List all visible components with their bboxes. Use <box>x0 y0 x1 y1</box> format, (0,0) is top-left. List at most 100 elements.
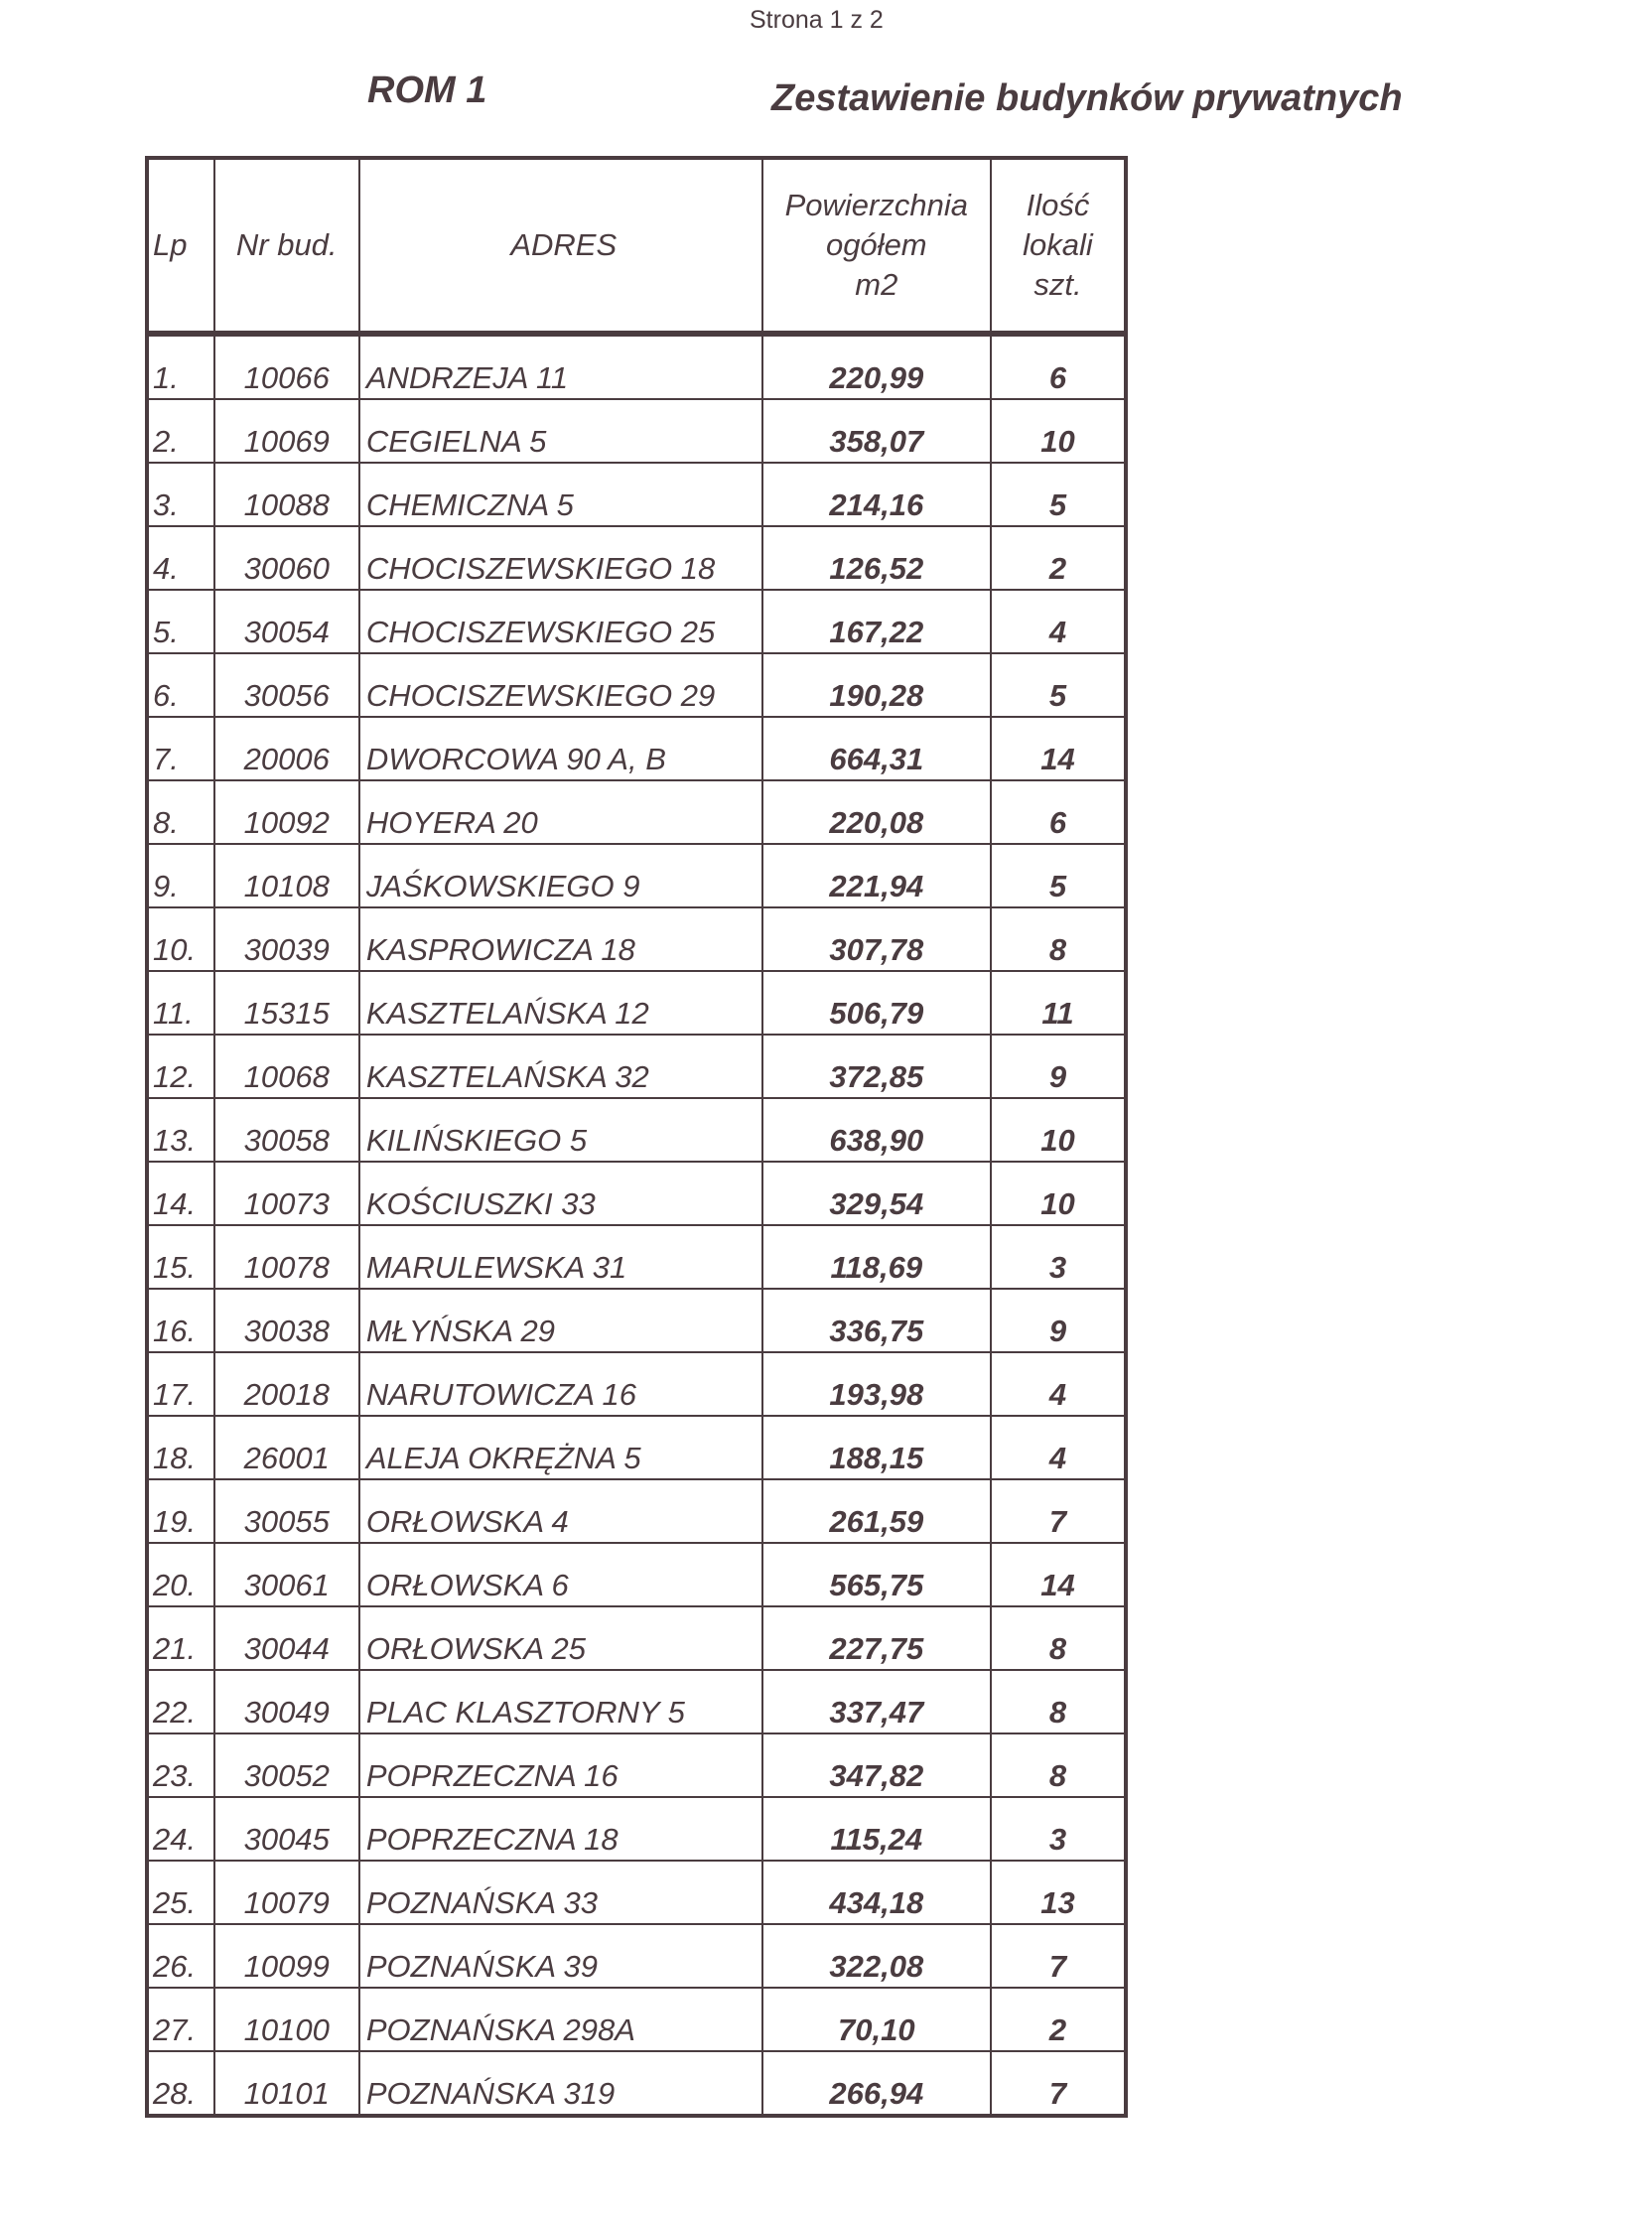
cell-address: DWORCOWA 90 A, B <box>357 716 763 781</box>
cell-area: 307,78 <box>760 906 993 972</box>
table-row: 19. 30055 ORŁOWSKA 4 261,59 7 <box>146 1478 1127 1544</box>
cell-area: 434,18 <box>760 1860 993 1925</box>
cell-address: NARUTOWICZA 16 <box>357 1351 763 1417</box>
table-row: 13. 30058 KILIŃSKIEGO 5 638,90 10 <box>146 1097 1127 1163</box>
cell-address: JAŚKOWSKIEGO 9 <box>357 843 763 908</box>
cell-lp: 24. <box>146 1796 215 1862</box>
cell-nr: 20006 <box>212 716 360 781</box>
table-row: 24. 30045 POPRZECZNA 18 115,24 3 <box>146 1796 1127 1862</box>
cell-count: 2 <box>990 525 1127 591</box>
cell-area: 329,54 <box>760 1161 993 1226</box>
cell-lp: 16. <box>146 1288 215 1353</box>
cell-area: 221,94 <box>760 843 993 908</box>
cell-address: CHEMICZNA 5 <box>357 462 763 527</box>
cell-area: 193,98 <box>760 1351 993 1417</box>
header-count-line3: szt. <box>1033 267 1082 302</box>
cell-nr: 10101 <box>212 2050 360 2117</box>
cell-lp: 23. <box>146 1732 215 1798</box>
cell-address: POZNAŃSKA 39 <box>357 1923 763 1989</box>
cell-address: ORŁOWSKA 25 <box>357 1605 763 1671</box>
cell-area: 358,07 <box>760 398 993 464</box>
cell-nr: 30060 <box>212 525 360 591</box>
table-row: 12. 10068 KASZTELAŃSKA 32 372,85 9 <box>146 1034 1127 1099</box>
table-row: 15. 10078 MARULEWSKA 31 118,69 3 <box>146 1224 1127 1290</box>
cell-nr: 26001 <box>212 1415 360 1480</box>
cell-lp: 7. <box>146 716 215 781</box>
cell-nr: 10092 <box>212 779 360 845</box>
cell-address: POPRZECZNA 18 <box>357 1796 763 1862</box>
cell-address: HOYERA 20 <box>357 779 763 845</box>
cell-area: 70,10 <box>760 1987 993 2052</box>
cell-lp: 11. <box>146 970 215 1036</box>
cell-address: KASZTELAŃSKA 32 <box>357 1034 763 1099</box>
cell-nr: 30054 <box>212 589 360 654</box>
cell-count: 4 <box>990 1351 1127 1417</box>
cell-area: 372,85 <box>760 1034 993 1099</box>
header-nr: Nr bud. <box>212 157 360 335</box>
cell-lp: 6. <box>146 652 215 718</box>
cell-area: 638,90 <box>760 1097 993 1163</box>
table-row: 1. 10066 ANDRZEJA 11 220,99 6 <box>146 333 1127 400</box>
cell-nr: 10088 <box>212 462 360 527</box>
table-row: 23. 30052 POPRZECZNA 16 347,82 8 <box>146 1732 1127 1798</box>
cell-area: 506,79 <box>760 970 993 1036</box>
cell-lp: 28. <box>146 2050 215 2117</box>
cell-count: 7 <box>990 1478 1127 1544</box>
cell-nr: 30044 <box>212 1605 360 1671</box>
cell-area: 126,52 <box>760 525 993 591</box>
header-area-line3: m2 <box>855 267 898 302</box>
cell-address: CHOCISZEWSKIEGO 29 <box>357 652 763 718</box>
cell-count: 14 <box>990 716 1127 781</box>
cell-nr: 10069 <box>212 398 360 464</box>
header-area-line2: ogółem <box>825 227 927 262</box>
table-row: 18. 26001 ALEJA OKRĘŻNA 5 188,15 4 <box>146 1415 1127 1480</box>
cell-lp: 12. <box>146 1034 215 1099</box>
cell-nr: 30055 <box>212 1478 360 1544</box>
cell-nr: 30052 <box>212 1732 360 1798</box>
cell-count: 14 <box>990 1542 1127 1607</box>
cell-lp: 26. <box>146 1923 215 1989</box>
cell-nr: 20018 <box>212 1351 360 1417</box>
cell-area: 347,82 <box>760 1732 993 1798</box>
cell-lp: 18. <box>146 1415 215 1480</box>
cell-nr: 30056 <box>212 652 360 718</box>
cell-nr: 15315 <box>212 970 360 1036</box>
cell-area: 266,94 <box>760 2050 993 2117</box>
cell-count: 2 <box>990 1987 1127 2052</box>
cell-lp: 20. <box>146 1542 215 1607</box>
cell-area: 322,08 <box>760 1923 993 1989</box>
table-row: 28. 10101 POZNAŃSKA 319 266,94 7 <box>146 2050 1127 2117</box>
page-number: Strona 1 z 2 <box>750 6 884 34</box>
table-row: 8. 10092 HOYERA 20 220,08 6 <box>146 779 1127 845</box>
cell-area: 220,99 <box>760 333 993 400</box>
cell-address: CEGIELNA 5 <box>357 398 763 464</box>
cell-address: ALEJA OKRĘŻNA 5 <box>357 1415 763 1480</box>
cell-area: 115,24 <box>760 1796 993 1862</box>
table-row: 22. 30049 PLAC KLASZTORNY 5 337,47 8 <box>146 1669 1127 1734</box>
cell-address: KASZTELAŃSKA 12 <box>357 970 763 1036</box>
header-count-line1: Ilość <box>1026 188 1090 222</box>
cell-count: 10 <box>990 1161 1127 1226</box>
cell-nr: 10066 <box>212 333 360 400</box>
cell-count: 9 <box>990 1034 1127 1099</box>
table-row: 17. 20018 NARUTOWICZA 16 193,98 4 <box>146 1351 1127 1417</box>
cell-count: 3 <box>990 1224 1127 1290</box>
cell-lp: 10. <box>146 906 215 972</box>
cell-lp: 2. <box>146 398 215 464</box>
cell-address: CHOCISZEWSKIEGO 18 <box>357 525 763 591</box>
table-header-row: Lp Nr bud. ADRES Powierzchnia ogółem m2 … <box>146 157 1127 335</box>
cell-nr: 10108 <box>212 843 360 908</box>
cell-nr: 30061 <box>212 1542 360 1607</box>
cell-lp: 27. <box>146 1987 215 2052</box>
cell-count: 6 <box>990 333 1127 400</box>
cell-address: MŁYŃSKA 29 <box>357 1288 763 1353</box>
cell-count: 7 <box>990 1923 1127 1989</box>
cell-lp: 14. <box>146 1161 215 1226</box>
cell-count: 5 <box>990 843 1127 908</box>
cell-address: POZNAŃSKA 33 <box>357 1860 763 1925</box>
cell-address: CHOCISZEWSKIEGO 25 <box>357 589 763 654</box>
cell-nr: 30038 <box>212 1288 360 1353</box>
cell-area: 214,16 <box>760 462 993 527</box>
cell-count: 8 <box>990 906 1127 972</box>
cell-area: 190,28 <box>760 652 993 718</box>
